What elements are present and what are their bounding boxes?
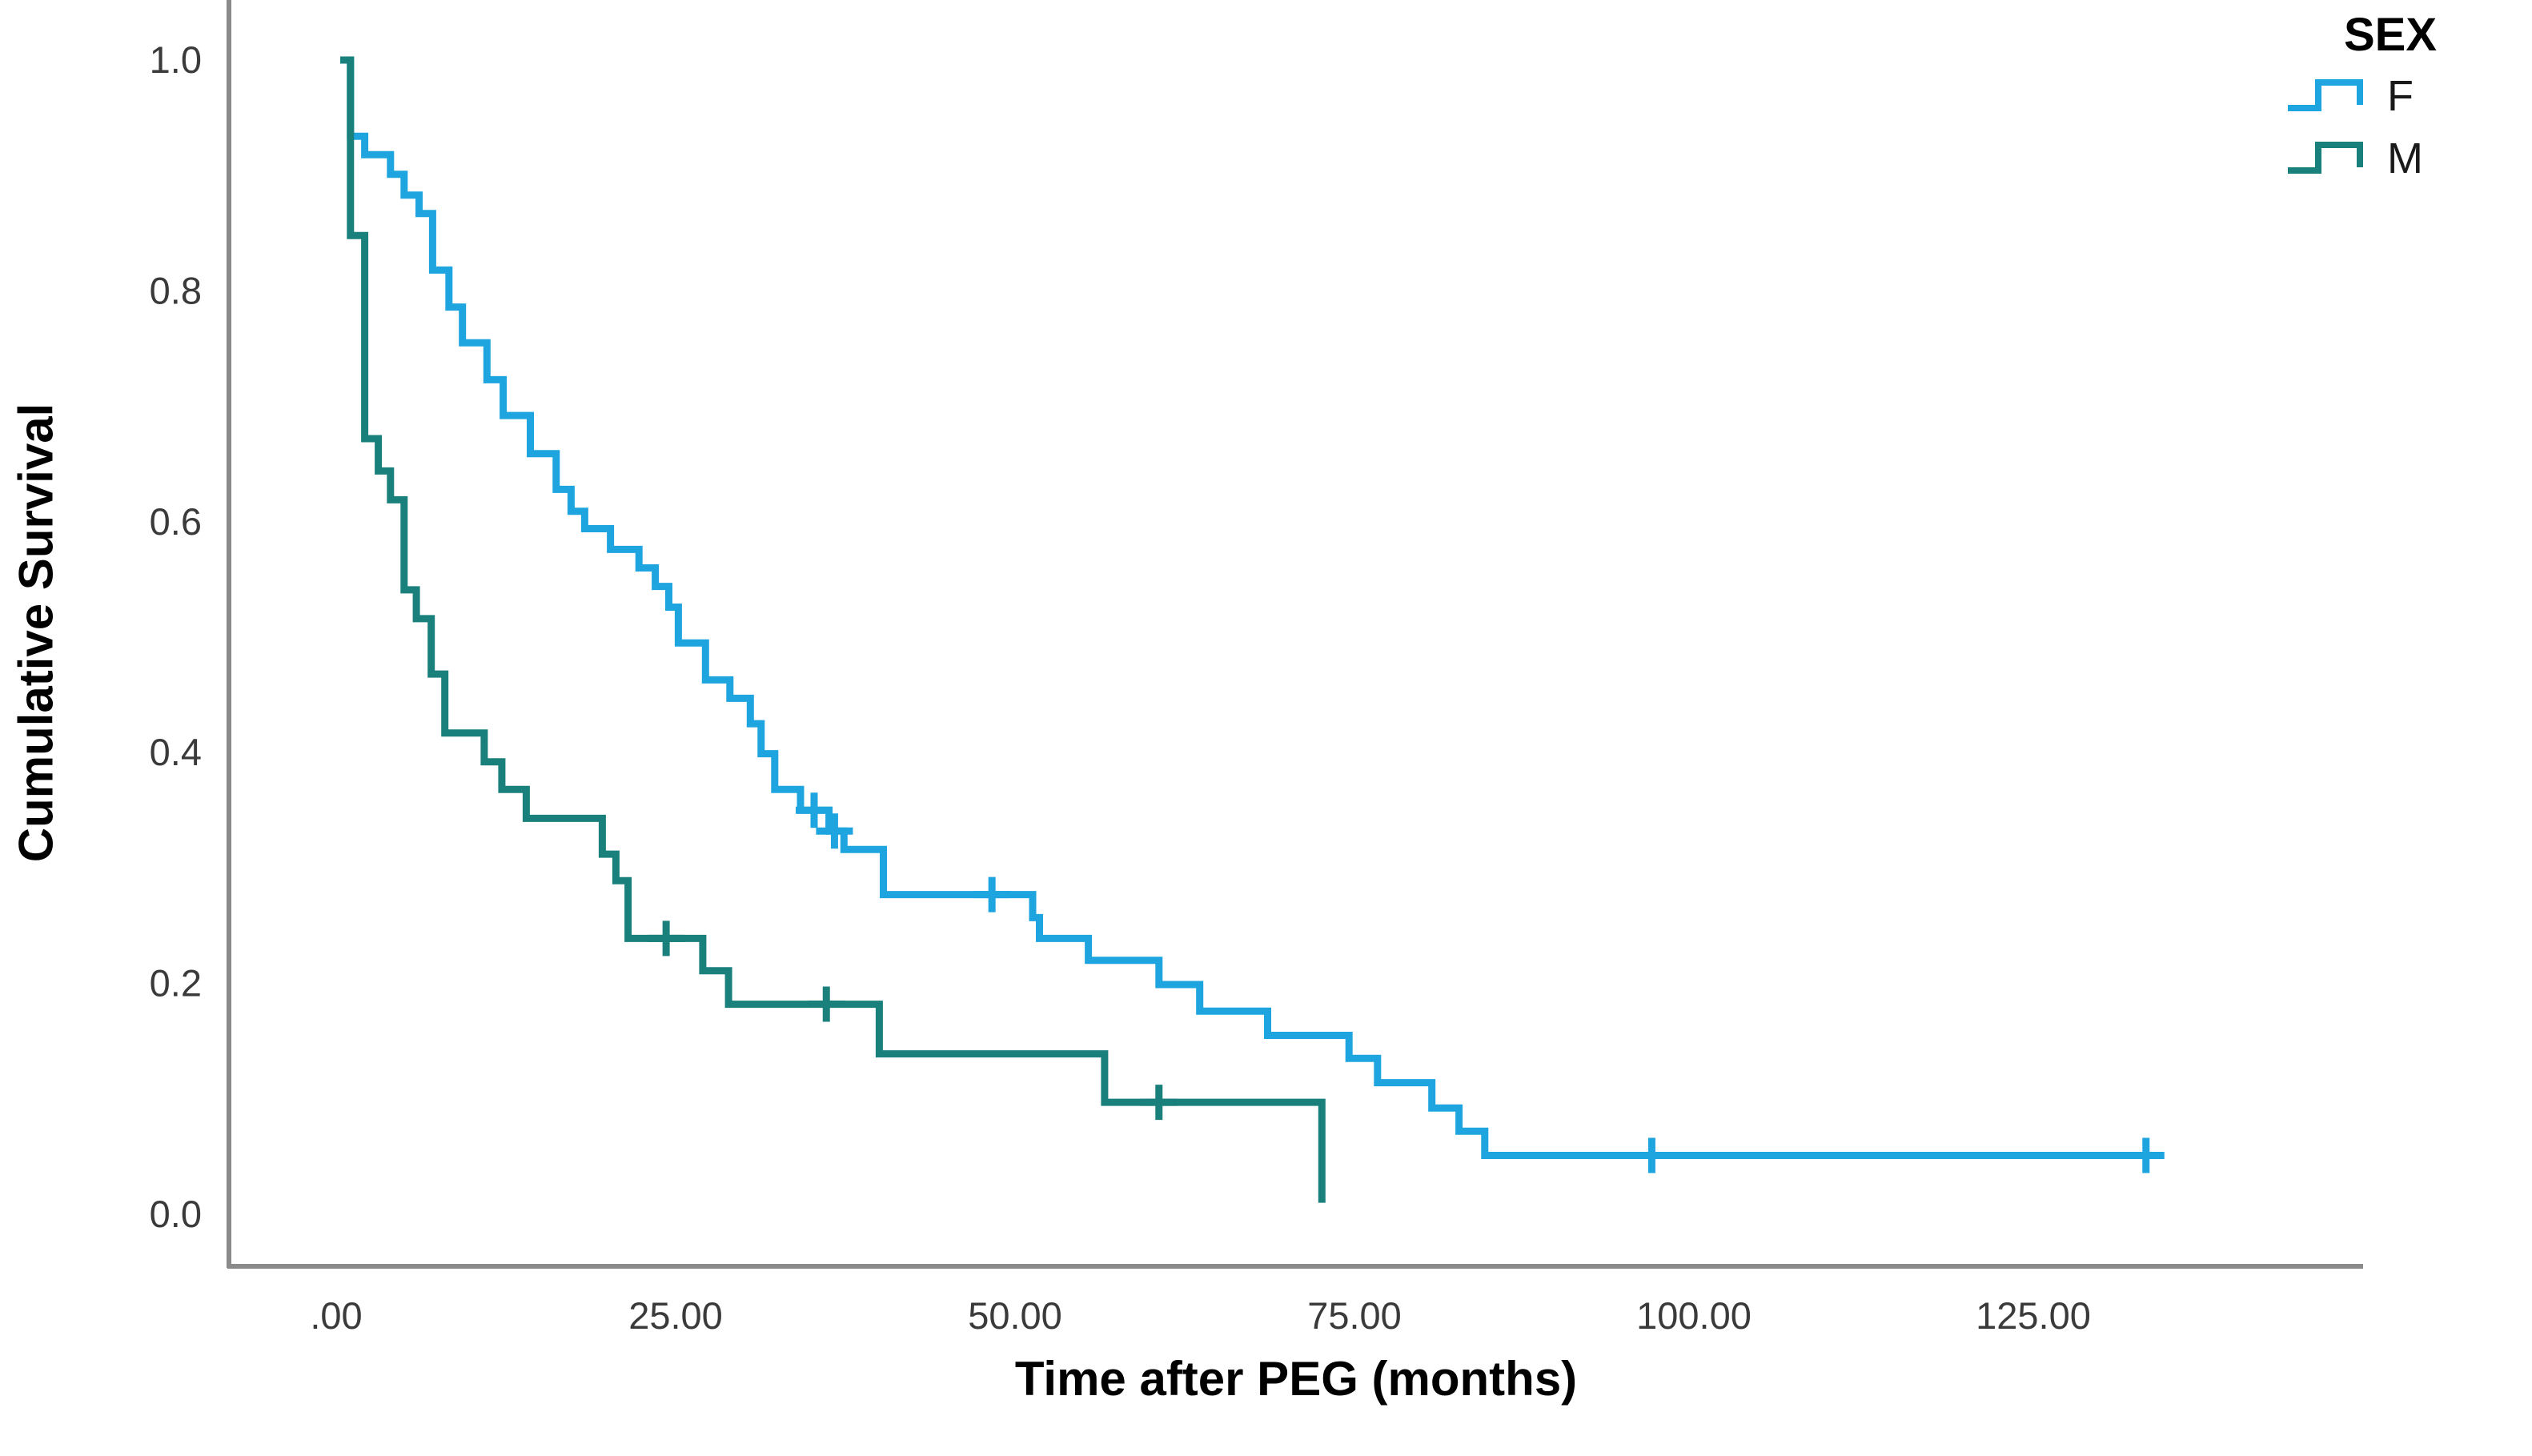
x-tick-labels: .00 25.00 50.00 75.00 100.00 125.00 — [310, 1294, 2091, 1337]
x-tick-label: 25.00 — [628, 1294, 723, 1337]
legend-row-f: F — [2286, 68, 2526, 124]
legend-step-icon-f — [2288, 79, 2363, 111]
x-tick-label: 50.00 — [968, 1294, 1062, 1337]
y-tick-label: 0.6 — [150, 500, 202, 543]
y-tick-label: 0.4 — [150, 731, 202, 773]
y-tick-label: 0.2 — [150, 962, 202, 1005]
survival-curve-f — [340, 56, 2146, 1159]
legend-row-m: M — [2286, 130, 2526, 187]
y-tick-label: 0.8 — [150, 269, 202, 311]
x-tick-label: .00 — [310, 1294, 362, 1337]
survival-curves — [340, 56, 2165, 1203]
legend-label-m: M — [2387, 134, 2423, 183]
censor-marks-m — [648, 921, 1178, 1121]
y-tick-labels: 1.0 0.8 0.6 0.4 0.2 0.0 — [150, 38, 202, 1235]
x-axis-title: Time after PEG (months) — [1014, 1352, 1578, 1406]
y-tick-label: 1.0 — [150, 38, 202, 81]
y-tick-label: 0.0 — [150, 1193, 202, 1235]
x-tick-label: 75.00 — [1307, 1294, 1402, 1337]
x-tick-label: 100.00 — [1636, 1294, 1752, 1337]
x-tick-label: 125.00 — [1976, 1294, 2091, 1337]
y-axis-title: Cumulative Survival — [9, 403, 63, 862]
censor-marks-f — [795, 792, 2165, 1173]
legend-title: SEX — [2343, 9, 2438, 61]
legend: SEX F M — [2286, 8, 2526, 187]
legend-label-f: F — [2387, 72, 2414, 120]
survival-curve-m — [340, 56, 1326, 1203]
legend-step-icon-m — [2288, 142, 2363, 174]
